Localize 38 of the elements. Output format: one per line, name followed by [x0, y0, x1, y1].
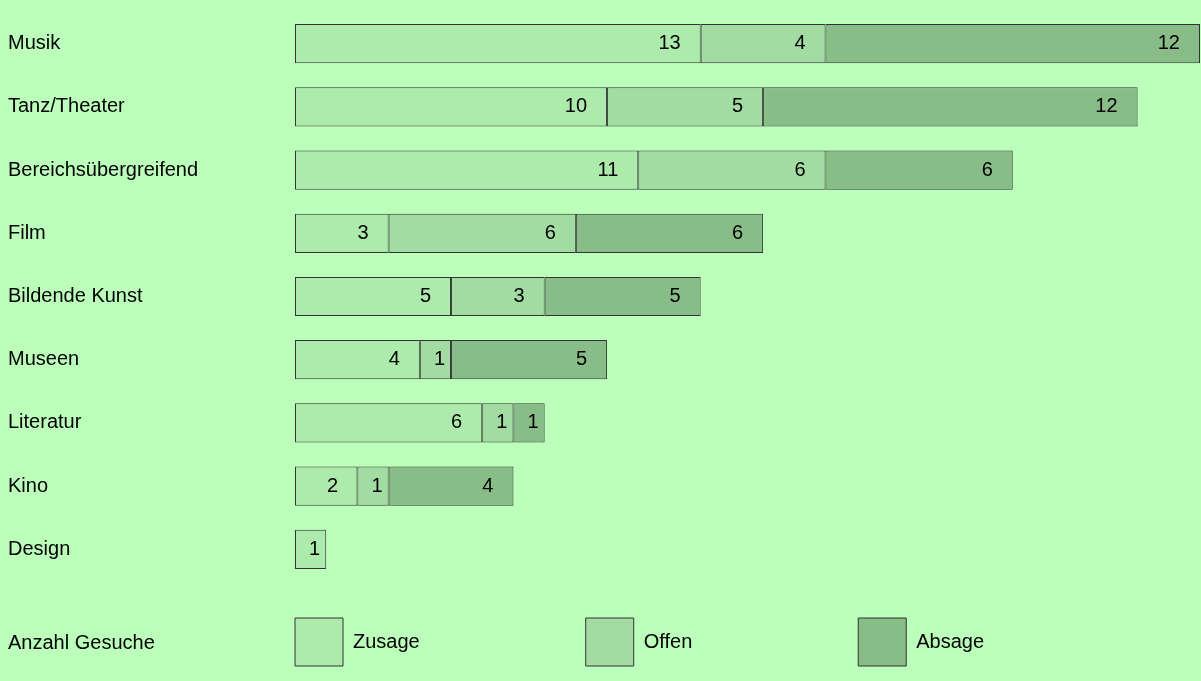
data-label: 1	[496, 410, 508, 433]
y-tick-label: Literatur	[8, 410, 82, 433]
data-label: 4	[388, 347, 400, 370]
data-label: 6	[794, 157, 806, 180]
data-label: 6	[731, 220, 744, 243]
legend-title: Anzahl Gesuche	[8, 630, 155, 653]
data-label: 6	[981, 157, 993, 180]
legend-label: Zusage	[353, 629, 420, 652]
data-label: 3	[513, 284, 525, 307]
legend-label: Absage	[916, 629, 985, 652]
y-tick-label: Bereichsübergreifend	[8, 157, 199, 180]
y-tick-label: Musik	[8, 31, 62, 54]
data-label: 6	[544, 220, 556, 243]
data-label: 10	[564, 94, 588, 117]
y-tick-label: Film	[8, 220, 46, 243]
data-label: 12	[1157, 31, 1180, 54]
data-label: 2	[327, 473, 339, 496]
data-label: 6	[451, 410, 463, 433]
data-label: 3	[357, 220, 369, 243]
y-tick-label: Design	[8, 536, 71, 559]
data-label: 1	[309, 536, 321, 559]
y-tick-label: Museen	[8, 347, 80, 370]
data-label: 11	[597, 157, 619, 180]
data-label: 1	[527, 410, 539, 433]
data-label: 12	[1095, 94, 1118, 117]
data-label: 5	[575, 347, 588, 370]
data-label: 4	[482, 473, 494, 496]
y-tick-label: Kino	[8, 473, 49, 496]
y-tick-label: Tanz/Theater	[8, 94, 126, 117]
data-label: 5	[731, 94, 744, 117]
data-label: 5	[669, 284, 681, 307]
data-label: 1	[371, 473, 383, 496]
data-label: 13	[658, 31, 681, 54]
data-label: 4	[794, 31, 806, 54]
data-label: 1	[433, 347, 446, 370]
data-label: 5	[419, 284, 432, 307]
legend-label: Offen	[643, 629, 693, 652]
y-tick-label: Bildende Kunst	[8, 284, 143, 307]
